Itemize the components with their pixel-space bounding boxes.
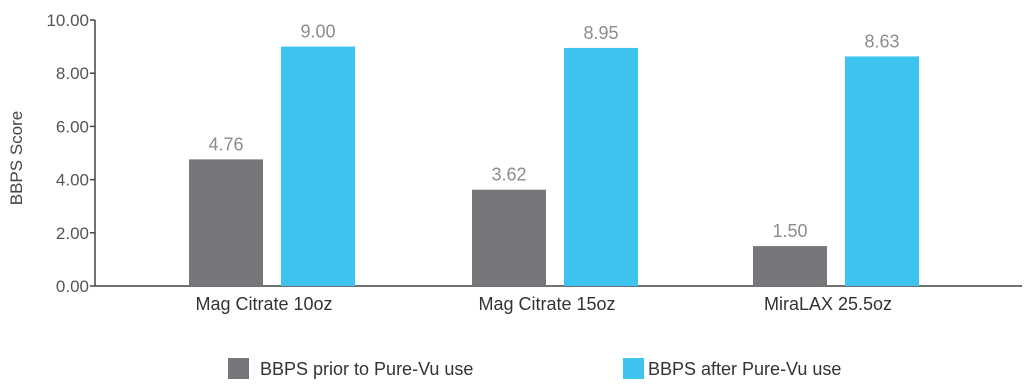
data-label: 3.62 <box>491 165 526 185</box>
x-category-label: MiraLAX 25.5oz <box>764 294 892 314</box>
legend-label: BBPS after Pure-Vu use <box>648 359 841 379</box>
bars <box>189 46 919 287</box>
data-label: 8.63 <box>864 31 899 51</box>
legend: BBPS prior to Pure-Vu use BBPS after Pure… <box>228 358 841 379</box>
y-tick-label: 0.00 <box>56 277 89 296</box>
legend-label: BBPS prior to Pure-Vu use <box>260 359 473 379</box>
y-axis-title: BBPS Score <box>7 111 26 206</box>
y-axis: 0.00 2.00 4.00 6.00 8.00 10.00 <box>46 11 96 296</box>
bar-after <box>564 47 638 287</box>
data-label: 8.95 <box>583 23 618 43</box>
y-tick-label: 4.00 <box>56 171 89 190</box>
legend-swatch <box>228 358 249 379</box>
bar-prior <box>753 246 827 286</box>
legend-swatch <box>623 358 644 379</box>
x-category-label: Mag Citrate 10oz <box>195 294 332 314</box>
x-category-label: Mag Citrate 15oz <box>478 294 615 314</box>
data-label: 1.50 <box>772 221 807 241</box>
data-labels: 4.76 9.00 3.62 8.95 1.50 8.63 <box>208 22 899 242</box>
y-tick-label: 6.00 <box>56 117 89 136</box>
bar-after <box>845 56 919 286</box>
data-label: 9.00 <box>300 22 335 42</box>
data-label: 4.76 <box>208 134 243 154</box>
bar-prior <box>189 159 263 286</box>
bar-prior <box>472 189 546 286</box>
x-axis: Mag Citrate 10oz Mag Citrate 15oz MiraLAX … <box>95 285 1022 314</box>
y-tick-label: 10.00 <box>46 11 89 30</box>
y-tick-label: 2.00 <box>56 224 89 243</box>
bar-after <box>281 46 355 286</box>
y-tick-label: 8.00 <box>56 64 89 83</box>
